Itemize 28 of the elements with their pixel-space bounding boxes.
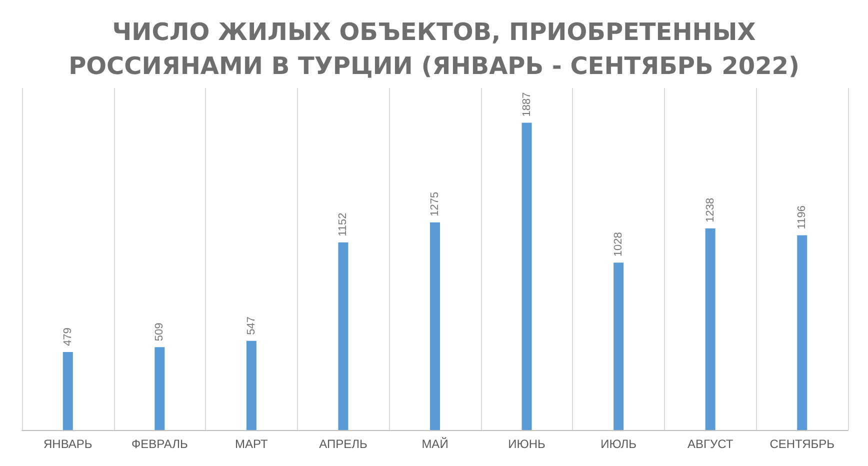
data-label: 1152 <box>337 212 350 236</box>
data-label: 1238 <box>704 198 716 222</box>
bar <box>246 340 256 430</box>
x-tick-label: ИЮНЬ <box>508 437 546 451</box>
x-tick-label: МАЙ <box>422 437 448 451</box>
bar <box>154 347 165 430</box>
chart-title: ЧИСЛО ЖИЛЫХ ОБЪЕКТОВ, ПРИОБРЕТЕННЫХ РОССИЯНАМИ В ТУРЦИИ (ЯНВАРЬ - СЕНТЯБРЬ 2022) <box>68 18 800 80</box>
x-tick-label: АПРЕЛЬ <box>319 437 368 451</box>
x-tick-label: СЕНТЯБРЬ <box>770 437 835 451</box>
data-label: 479 <box>62 328 74 346</box>
bar <box>338 242 348 430</box>
x-tick-label: МАРТ <box>235 437 269 451</box>
data-label: 1887 <box>520 92 533 117</box>
bar <box>614 262 624 430</box>
data-label: 1275 <box>429 192 441 216</box>
bar <box>797 235 808 430</box>
data-label: 509 <box>154 322 166 342</box>
x-tick-label: ФЕВРАЛЬ <box>131 437 188 451</box>
x-tick-label: ИЮЛЬ <box>600 437 637 451</box>
bar <box>62 352 73 430</box>
bar <box>705 228 716 430</box>
data-label: 1028 <box>612 232 625 257</box>
bar <box>522 122 532 430</box>
data-label: 1196 <box>796 206 808 230</box>
data-label: 547 <box>245 316 258 335</box>
bar <box>430 222 440 430</box>
x-tick-label: ЯНВАРЬ <box>43 437 92 451</box>
x-tick-label: АВГУСТ <box>687 437 734 451</box>
